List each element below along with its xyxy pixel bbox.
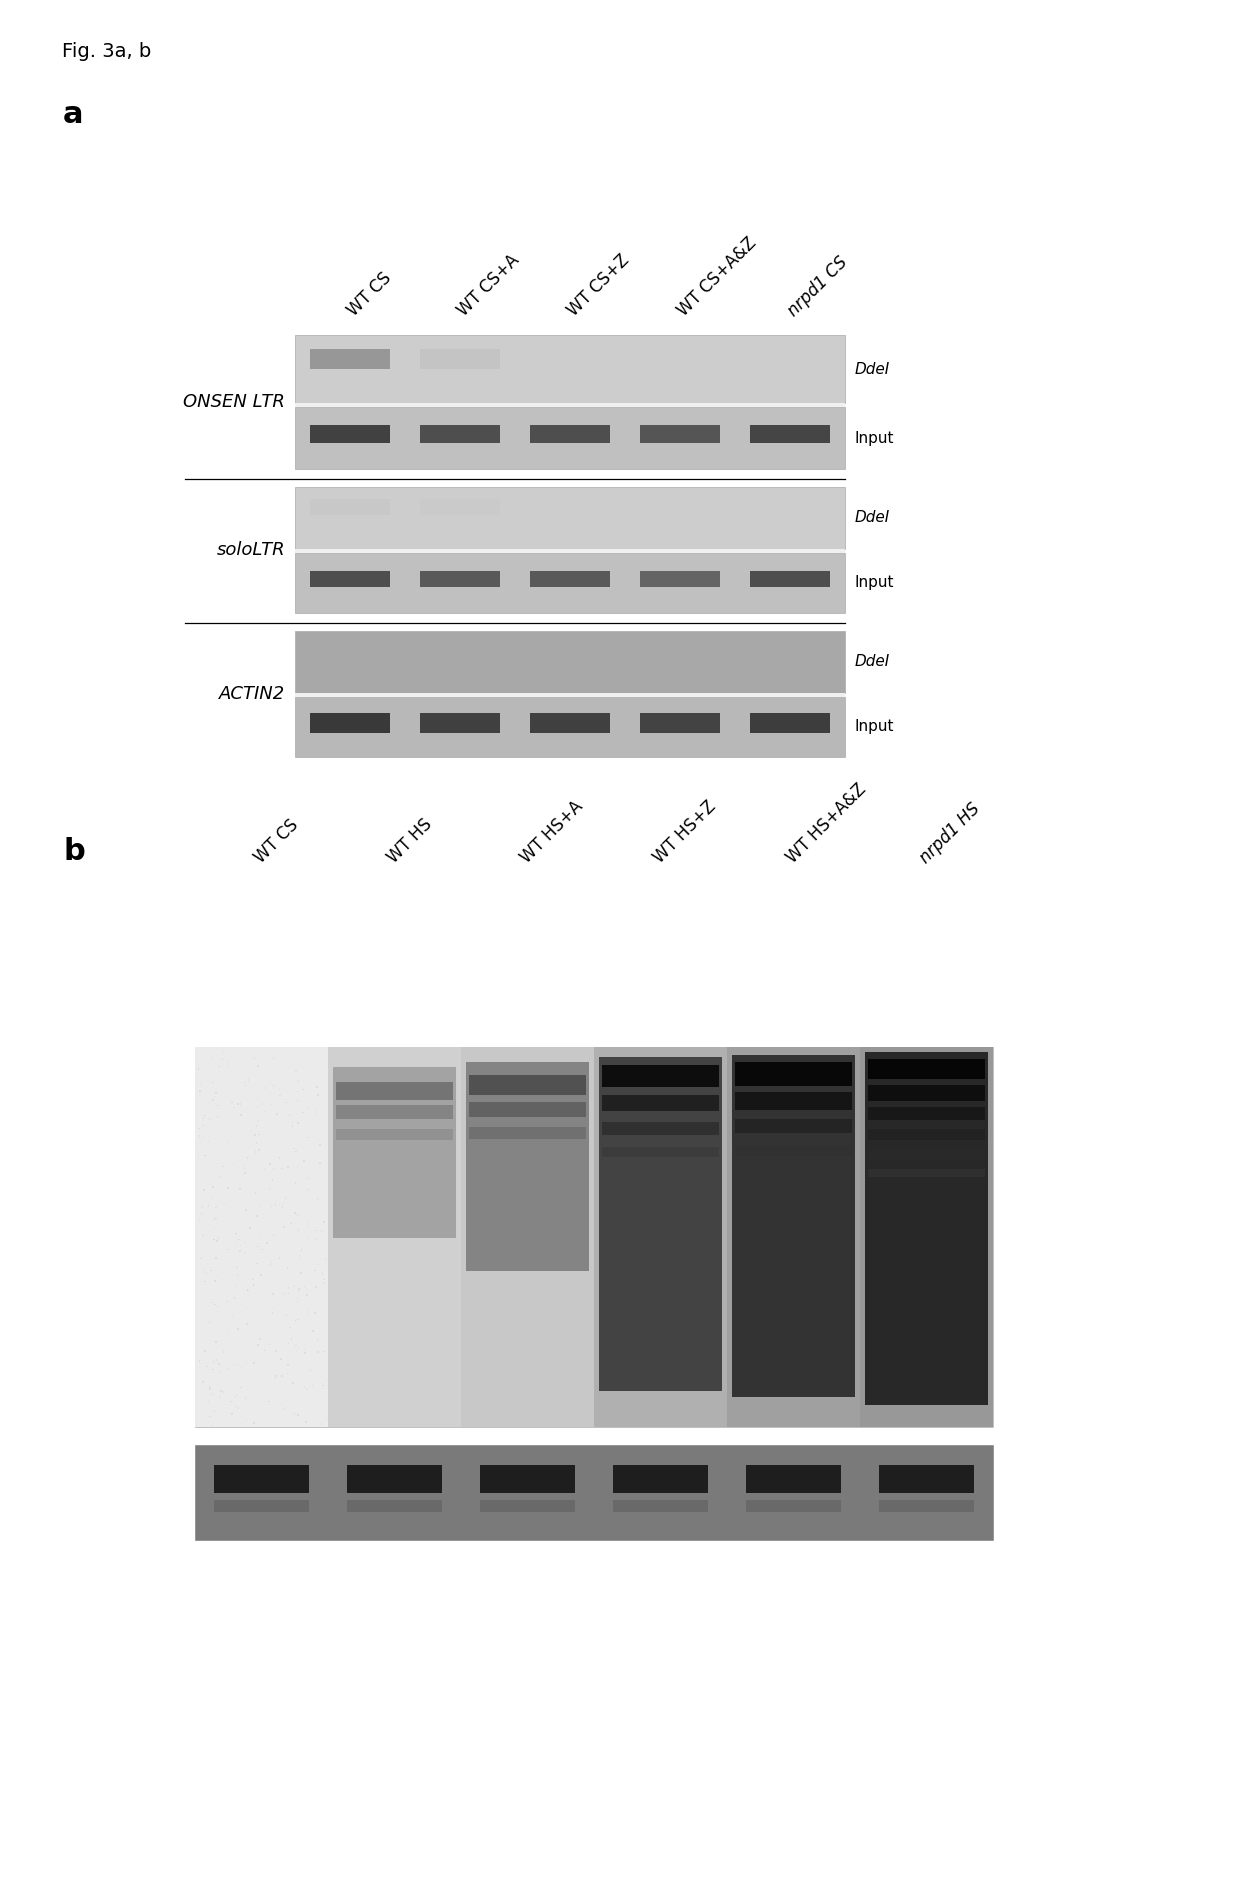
Bar <box>310 571 389 588</box>
Bar <box>310 713 389 732</box>
Bar <box>866 1052 988 1406</box>
Text: DdeI: DdeI <box>856 654 890 670</box>
Text: a: a <box>63 101 83 129</box>
Text: ONSEN LTR: ONSEN LTR <box>184 394 285 411</box>
Bar <box>295 487 844 550</box>
Text: WT CS: WT CS <box>250 816 301 867</box>
Bar <box>347 1501 443 1512</box>
Bar <box>295 335 844 403</box>
Bar <box>531 424 610 443</box>
Bar <box>735 1145 852 1156</box>
Text: Input: Input <box>856 719 894 734</box>
Bar <box>735 1061 852 1086</box>
Bar <box>613 1465 708 1493</box>
Bar <box>868 1151 985 1158</box>
Bar <box>601 1122 719 1135</box>
Text: nrpd1 CS: nrpd1 CS <box>785 253 852 320</box>
Bar <box>329 1046 461 1426</box>
Bar <box>461 1046 594 1426</box>
Bar <box>745 1501 842 1512</box>
Bar <box>195 1446 993 1541</box>
Bar <box>750 571 830 588</box>
Text: Input: Input <box>856 576 894 590</box>
Bar <box>295 407 844 470</box>
Bar <box>420 498 500 515</box>
Text: soloLTR: soloLTR <box>216 540 285 559</box>
Bar <box>295 550 844 553</box>
Bar <box>861 1046 993 1426</box>
Bar <box>310 348 389 369</box>
Bar <box>732 1056 856 1396</box>
Bar <box>195 1046 329 1426</box>
Bar <box>750 424 830 443</box>
Text: ACTIN2: ACTIN2 <box>218 685 285 704</box>
Bar <box>480 1501 575 1512</box>
Bar <box>295 403 844 407</box>
Bar <box>480 1465 575 1493</box>
Bar <box>531 571 610 588</box>
Text: WT CS+A: WT CS+A <box>455 251 523 320</box>
Bar <box>879 1465 975 1493</box>
Bar <box>213 1465 310 1493</box>
Bar <box>594 1046 727 1426</box>
Bar <box>640 713 719 732</box>
Bar <box>531 713 610 732</box>
Text: DdeI: DdeI <box>856 510 890 525</box>
Bar <box>469 1075 587 1096</box>
Bar <box>213 1501 310 1512</box>
Text: WT HS: WT HS <box>384 816 435 867</box>
Bar <box>420 424 500 443</box>
Bar <box>601 1147 719 1156</box>
Bar <box>469 1101 587 1116</box>
Bar <box>295 631 844 692</box>
Bar <box>599 1058 722 1390</box>
Text: b: b <box>63 837 84 865</box>
Bar <box>466 1061 589 1271</box>
Bar <box>868 1130 985 1139</box>
Bar <box>601 1096 719 1111</box>
Text: WT CS: WT CS <box>345 268 396 320</box>
Bar <box>295 696 844 757</box>
Bar <box>879 1501 975 1512</box>
Bar <box>336 1082 453 1099</box>
Bar <box>469 1128 587 1139</box>
Text: WT CS+Z: WT CS+Z <box>564 251 634 320</box>
Bar <box>295 692 844 696</box>
Bar <box>727 1046 861 1426</box>
Bar <box>195 1046 993 1426</box>
Bar <box>310 498 389 515</box>
Bar <box>420 571 500 588</box>
Text: WT CS+A&Z: WT CS+A&Z <box>675 234 760 320</box>
Text: nrpd1 HS: nrpd1 HS <box>916 799 983 867</box>
Bar <box>310 424 389 443</box>
Bar <box>601 1065 719 1088</box>
Bar <box>868 1084 985 1101</box>
Text: Input: Input <box>856 430 894 445</box>
Bar <box>868 1170 985 1177</box>
Bar <box>336 1130 453 1139</box>
Bar <box>295 553 844 612</box>
Bar <box>750 713 830 732</box>
Bar <box>868 1059 985 1078</box>
Bar <box>735 1092 852 1111</box>
Text: WT HS+A&Z: WT HS+A&Z <box>782 780 869 867</box>
Text: WT HS+A: WT HS+A <box>517 797 587 867</box>
Bar <box>334 1067 456 1238</box>
Bar <box>347 1465 443 1493</box>
Bar <box>735 1118 852 1134</box>
Text: DdeI: DdeI <box>856 361 890 377</box>
Bar <box>640 424 719 443</box>
Bar <box>640 571 719 588</box>
Bar <box>868 1107 985 1120</box>
Bar <box>420 713 500 732</box>
Bar <box>613 1501 708 1512</box>
Text: WT HS+Z: WT HS+Z <box>650 797 719 867</box>
Bar <box>745 1465 842 1493</box>
Bar <box>420 348 500 369</box>
Bar <box>336 1105 453 1118</box>
Text: Fig. 3a, b: Fig. 3a, b <box>62 42 151 61</box>
